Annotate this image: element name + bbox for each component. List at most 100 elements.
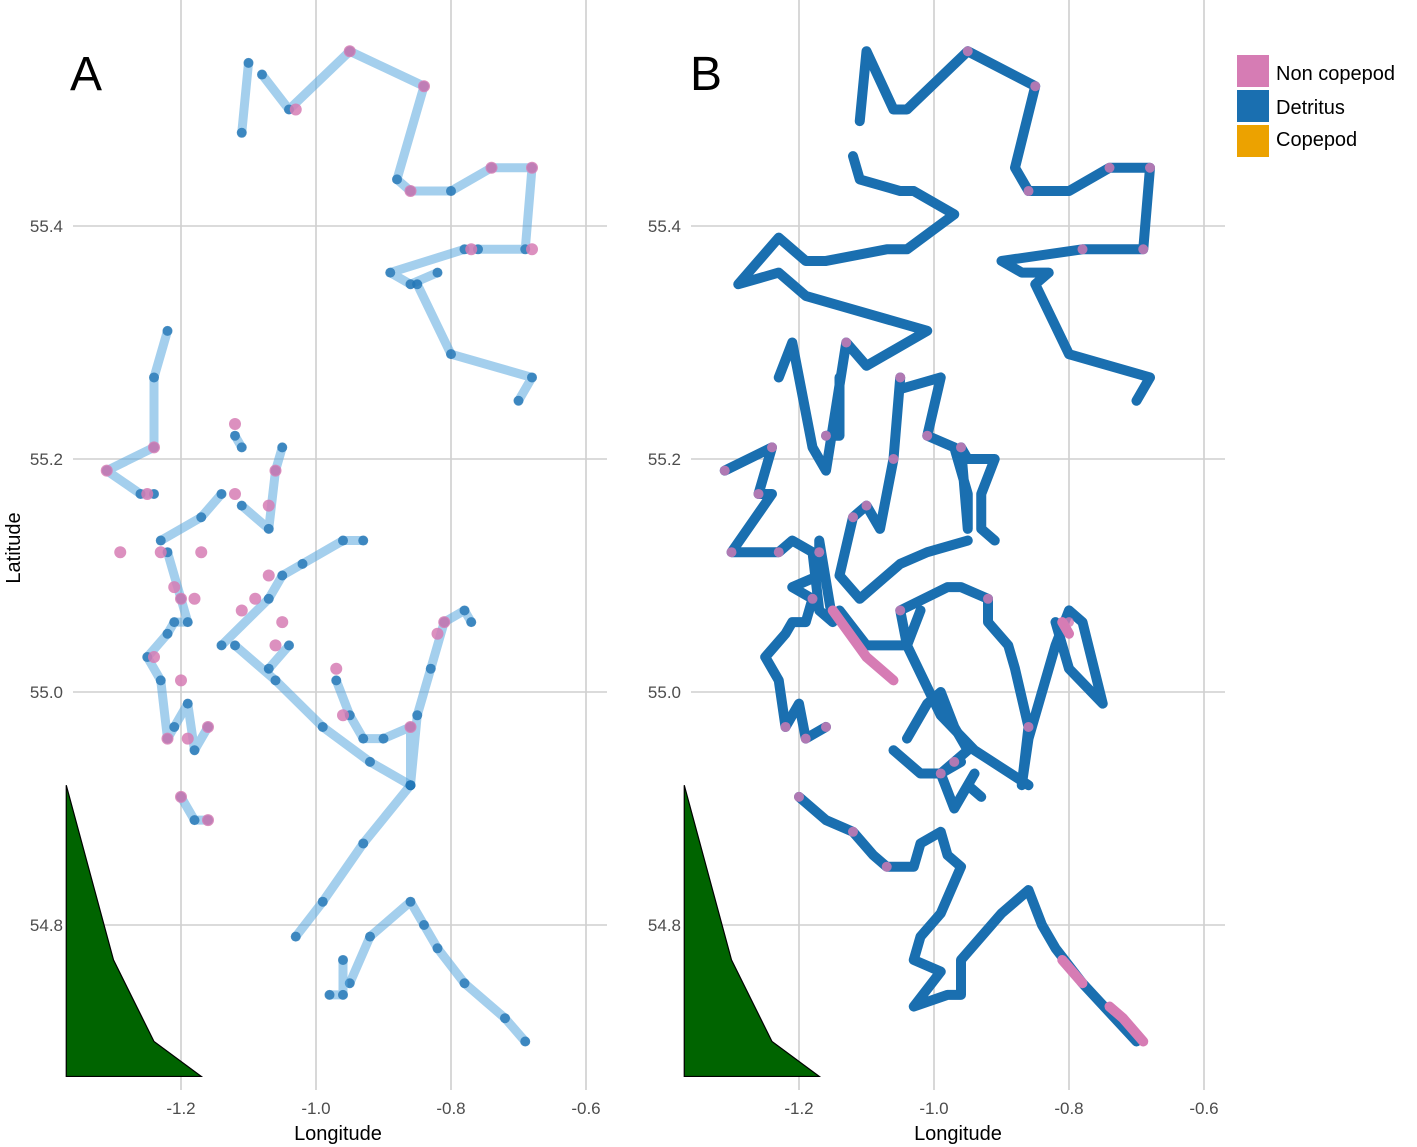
non-copepod-point (526, 161, 538, 174)
non-copepod-marker (983, 593, 993, 604)
non-copepod-point (229, 487, 241, 500)
panel-b-tick-labels: -1.2 -1.0 -0.8 -0.6 54.8 55.0 55.2 55.4 (648, 217, 1219, 1118)
non-copepod-marker (861, 500, 872, 511)
detritus-point (331, 675, 342, 686)
detritus-point (243, 57, 254, 68)
non-copepod-point (148, 651, 160, 664)
non-copepod-point (330, 662, 343, 675)
detritus-point (432, 267, 443, 278)
non-copepod-marker (821, 721, 831, 732)
non-copepod-marker (821, 430, 831, 441)
non-copepod-marker (895, 372, 906, 383)
detritus-point (358, 838, 369, 849)
detritus-track (264, 640, 294, 674)
panel-b-label: B (690, 48, 722, 101)
non-copepod-marker (935, 768, 946, 779)
detritus-point (466, 617, 477, 628)
detritus-point (446, 349, 456, 360)
non-copepod-marker (800, 733, 811, 744)
detritus-point (196, 512, 207, 523)
detritus-point (277, 442, 288, 453)
legend: Non copepod Detritus Copepod (1237, 55, 1395, 157)
detritus-point (263, 593, 274, 604)
detritus-point (297, 558, 308, 569)
detritus-point (412, 710, 423, 721)
x-tick-label: -1.0 (301, 1099, 330, 1118)
non-copepod-marker (1104, 162, 1115, 173)
non-copepod-point (289, 103, 302, 116)
non-copepod-segment (1057, 617, 1074, 639)
detritus-point (149, 372, 159, 383)
x-tick-label: -1.2 (166, 1099, 195, 1118)
detritus-track (230, 640, 415, 790)
non-copepod-segment (827, 605, 899, 686)
detritus-track (237, 58, 253, 138)
non-copepod-point (262, 499, 275, 512)
detritus-track (291, 780, 415, 942)
detritus-track (719, 442, 838, 744)
detritus-point (365, 756, 375, 767)
detritus-point (338, 954, 348, 965)
detritus-point (520, 1036, 531, 1047)
detritus-point (277, 570, 288, 581)
detritus-track (412, 279, 537, 406)
x-tick-label: -0.6 (1189, 1099, 1218, 1118)
legend-label-copepod: Copepod (1276, 129, 1357, 151)
non-copepod-point (154, 546, 167, 559)
panel-a-label: A (70, 48, 102, 101)
non-copepod-marker (888, 454, 899, 464)
non-copepod-marker (841, 337, 852, 348)
detritus-point (162, 628, 173, 639)
non-copepod-marker (814, 547, 825, 558)
detritus-point (338, 989, 348, 1000)
non-copepod-marker (848, 512, 858, 523)
non-copepod-marker (881, 861, 892, 872)
non-copepod-point (100, 464, 113, 477)
non-copepod-point (269, 464, 282, 477)
y-tick-label: 55.2 (30, 450, 63, 469)
detritus-point (527, 372, 537, 383)
non-copepod-point (276, 616, 289, 629)
detritus-point (392, 174, 402, 185)
detritus-point (236, 442, 247, 453)
panel-b-coastline-land (683, 785, 822, 1078)
non-copepod-marker (1077, 244, 1088, 255)
panel-a-tracks (100, 45, 538, 1047)
detritus-point (405, 896, 416, 907)
detritus-point (169, 617, 180, 628)
detritus-track (854, 46, 1155, 406)
detritus-point (230, 640, 240, 651)
non-copepod-point (404, 185, 417, 198)
non-copepod-point (148, 441, 160, 454)
detritus-point (405, 780, 416, 791)
non-copepod-marker (895, 605, 906, 616)
non-copepod-point (485, 161, 498, 174)
y-tick-label: 55.4 (648, 217, 681, 236)
non-copepod-point (343, 45, 356, 58)
detritus-point (500, 1013, 510, 1024)
panel-b-x-axis-title: Longitude (914, 1123, 1002, 1145)
x-tick-label: -1.2 (784, 1099, 813, 1118)
non-copepod-point (438, 616, 451, 629)
panel-b-tracks (719, 46, 1155, 1047)
non-copepod-marker (949, 756, 960, 767)
non-copepod-point (181, 732, 194, 745)
non-copepod-point (229, 418, 241, 431)
x-tick-label: -0.8 (436, 1099, 465, 1118)
non-copepod-marker (719, 465, 730, 476)
x-tick-label: -0.8 (1054, 1099, 1083, 1118)
detritus-track (834, 605, 1034, 791)
non-copepod-marker (1030, 81, 1041, 92)
panel-a-y-axis-title: Latitude (3, 512, 25, 583)
detritus-track (325, 955, 348, 1000)
x-tick-label: -0.6 (571, 1099, 600, 1118)
y-tick-label: 54.8 (648, 916, 681, 935)
detritus-point (182, 698, 193, 709)
detritus-point (155, 535, 166, 546)
detritus-point (412, 279, 423, 290)
detritus-point (216, 488, 227, 499)
detritus-point (236, 127, 247, 138)
detritus-point (459, 605, 470, 616)
non-copepod-marker (794, 791, 804, 802)
detritus-point (324, 989, 335, 1000)
